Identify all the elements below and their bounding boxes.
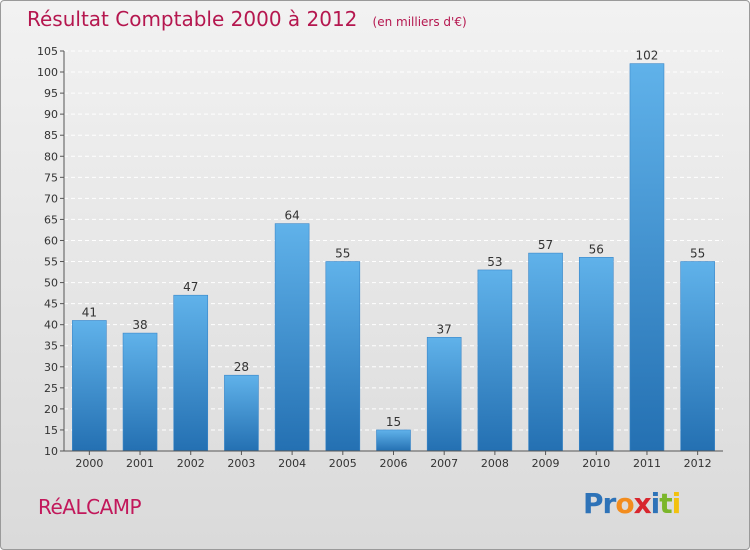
x-tick-label: 2012 — [684, 457, 712, 470]
bar-value-label: 28 — [234, 360, 249, 374]
x-tick-label: 2010 — [582, 457, 610, 470]
y-tick-label: 30 — [44, 361, 58, 374]
y-tick-label: 85 — [44, 129, 58, 142]
logo-letter: x — [633, 487, 652, 520]
bar — [629, 63, 665, 452]
x-tick-label: 2001 — [126, 457, 154, 470]
bar-value-label: 38 — [132, 318, 147, 332]
x-tick-label: 2000 — [75, 457, 103, 470]
bar-value-label: 55 — [690, 247, 705, 261]
x-tick-label: 2008 — [481, 457, 509, 470]
bar-value-label: 37 — [437, 322, 452, 336]
bar — [173, 294, 209, 452]
town-name: RéALCAMP — [38, 495, 142, 519]
x-tick-label: 2004 — [278, 457, 306, 470]
y-tick-label: 35 — [44, 340, 58, 353]
y-tick-label: 45 — [44, 298, 58, 311]
y-tick-label: 105 — [37, 45, 58, 58]
x-tick-label: 2007 — [430, 457, 458, 470]
y-tick-label: 60 — [44, 234, 58, 247]
grid-lines — [64, 50, 723, 452]
bar-value-label: 15 — [386, 415, 401, 429]
y-tick-label: 50 — [44, 277, 58, 290]
logo-letter: t — [659, 487, 672, 520]
bar — [72, 320, 107, 452]
bar-value-label: 47 — [183, 280, 198, 294]
bar — [477, 269, 513, 452]
bar — [274, 223, 310, 452]
y-tick-label: 20 — [44, 403, 58, 416]
y-tick-label: 80 — [44, 150, 58, 163]
logo-letter: i — [650, 487, 661, 520]
bar-value-label: 55 — [335, 247, 350, 261]
bar-value-label: 57 — [538, 238, 553, 252]
bar-value-label: 56 — [589, 242, 604, 256]
y-tick-label: 15 — [44, 424, 58, 437]
x-tick-label: 2003 — [227, 457, 255, 470]
title-unit: (en milliers d'€) — [372, 15, 467, 29]
x-tick-label: 2009 — [532, 457, 560, 470]
x-tick-label: 2006 — [380, 457, 408, 470]
logo-letter: o — [615, 487, 634, 520]
logo-letter: P — [583, 487, 604, 520]
y-tick-label: 10 — [44, 445, 58, 458]
y-tick-label: 25 — [44, 382, 58, 395]
y-tick-label: 100 — [37, 66, 58, 79]
y-tick-label: 95 — [44, 87, 58, 100]
y-tick-label: 70 — [44, 192, 58, 205]
x-tick-label: 2011 — [633, 457, 661, 470]
bar-value-label: 41 — [82, 305, 97, 319]
proxiti-logo: Proxiti — [583, 487, 682, 520]
y-tick-label: 40 — [44, 319, 58, 332]
bar — [376, 429, 411, 452]
bar-value-label: 102 — [636, 49, 659, 63]
y-tick-label: 90 — [44, 108, 58, 121]
logo-letter: r — [602, 487, 617, 520]
bar-value-label: 64 — [284, 209, 299, 223]
bar — [680, 261, 715, 452]
title-main: Résultat Comptable 2000 à 2012 — [27, 7, 358, 31]
bar — [122, 332, 158, 452]
x-tick-label: 2002 — [177, 457, 205, 470]
chart-title: Résultat Comptable 2000 à 2012 (en milli… — [27, 7, 467, 31]
bar — [528, 252, 563, 452]
bar — [426, 337, 462, 452]
y-tick-label: 65 — [44, 213, 58, 226]
bar — [578, 257, 614, 452]
y-tick-label: 55 — [44, 256, 58, 269]
y-tick-label: 75 — [44, 171, 58, 184]
bar — [224, 374, 259, 452]
axes: 10 15 20 25 30 35 40 45 50 55 60 65 70 75 80 85 90 95 100 1… — [37, 45, 723, 470]
bars: 41 38 47 28 64 55 15 37 53 57 56 102 55 — [72, 49, 715, 452]
logo-letter: i — [671, 487, 682, 520]
bar-value-label: 53 — [487, 255, 502, 269]
x-tick-label: 2005 — [329, 457, 357, 470]
bar — [325, 261, 361, 452]
